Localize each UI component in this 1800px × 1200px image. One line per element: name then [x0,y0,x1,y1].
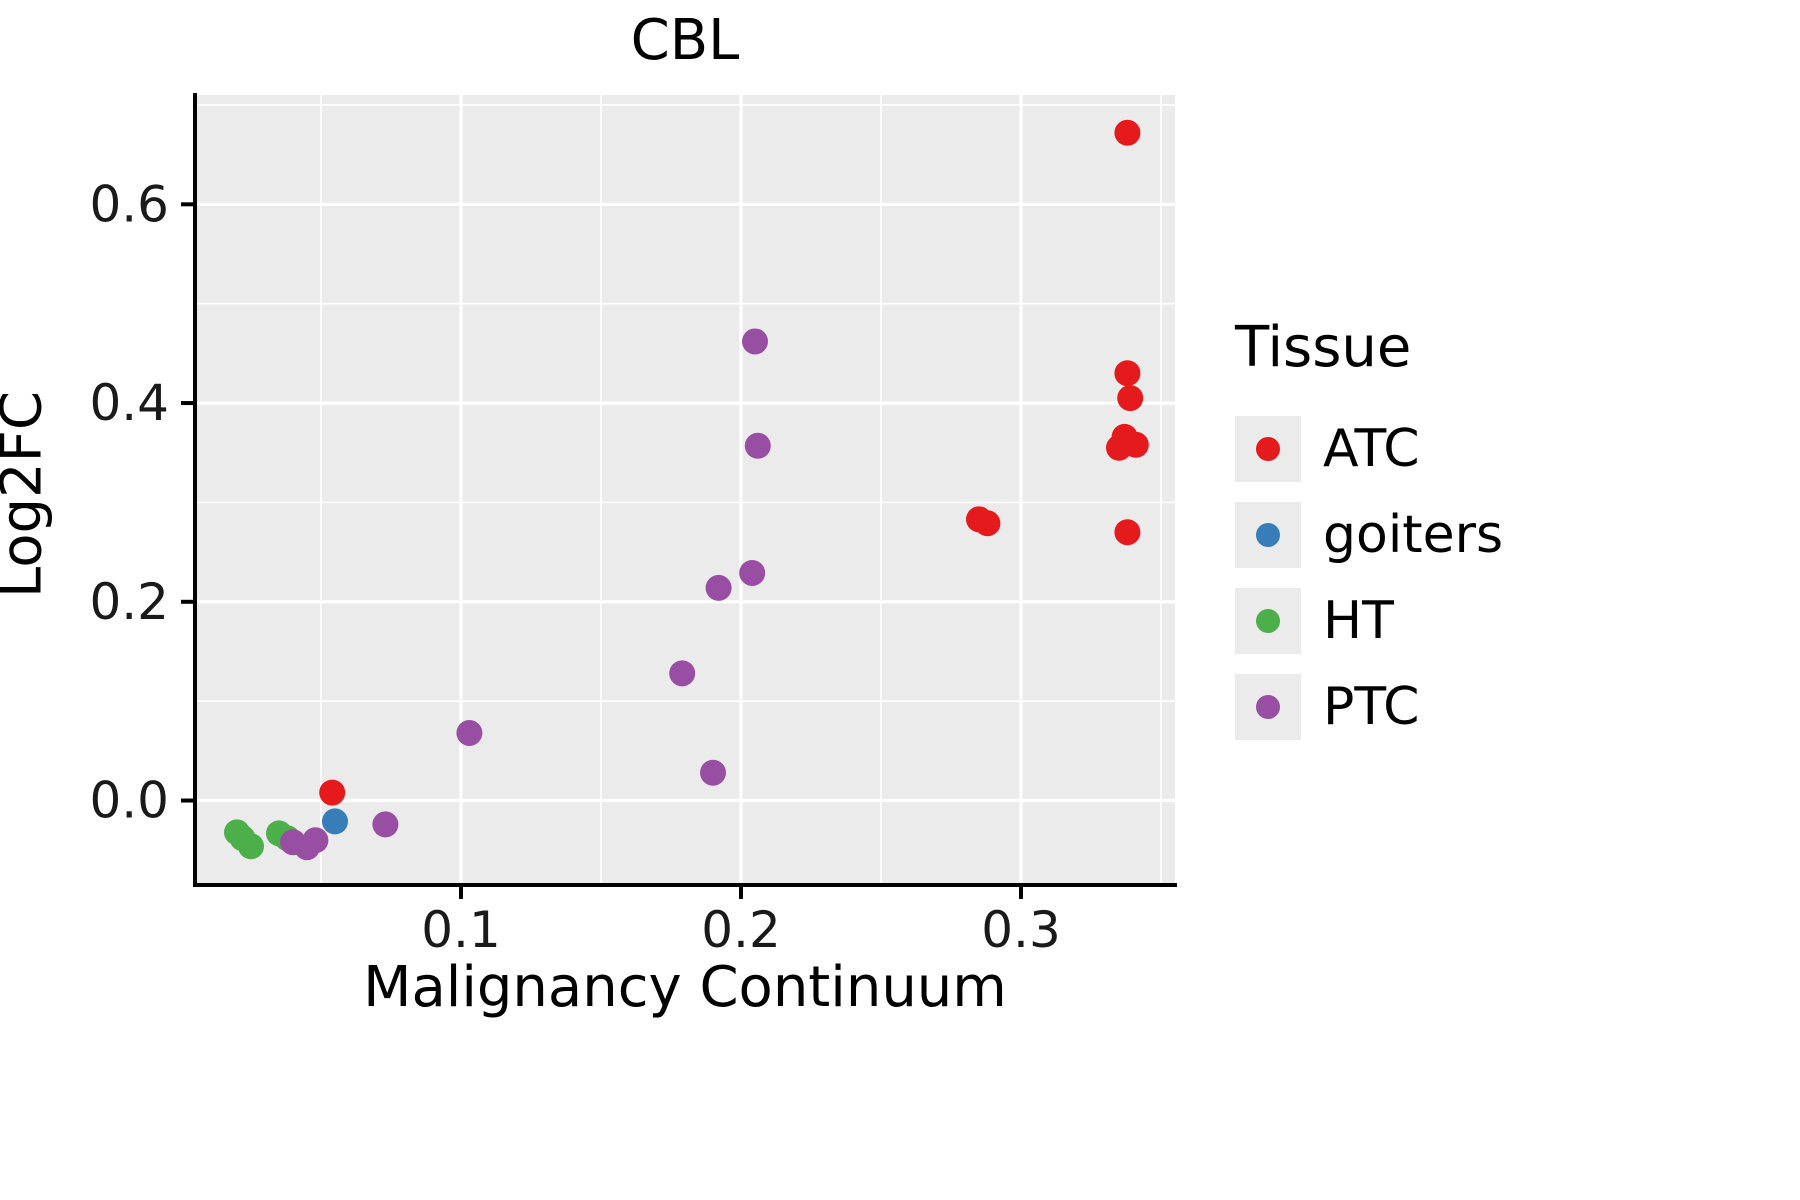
x-axis-label: Malignancy Continuum [363,955,1007,1020]
legend-label: ATC [1323,419,1420,479]
legend-key [1235,416,1301,482]
data-point-atc [319,779,346,806]
legend: Tissue ATC goiters HT PTC [1235,315,1503,750]
data-point-ptc [742,328,768,355]
legend-dot-icon [1256,523,1280,547]
legend-item-goiters: goiters [1235,492,1503,578]
data-point-atc [1114,519,1141,546]
data-point-ptc [456,719,483,746]
data-point-ptc [744,432,771,459]
data-point-atc [1114,360,1141,387]
legend-item-ptc: PTC [1235,664,1503,750]
data-point-atc [1117,385,1144,412]
y-tick-label: 0.6 [89,175,169,233]
y-tick-label: 0.2 [89,573,169,631]
legend-label: PTC [1323,677,1420,737]
data-point-ptc [372,811,399,838]
legend-dot-icon [1256,609,1280,633]
y-tick-label: 0.4 [89,374,169,432]
legend-key [1235,588,1301,654]
legend-item-atc: ATC [1235,406,1503,492]
panel-background [195,95,1175,885]
y-tick-label: 0.0 [89,772,169,830]
data-point-atc [1106,434,1132,461]
legend-title: Tissue [1235,315,1412,380]
x-tick-label: 0.3 [981,901,1061,959]
data-point-ptc [669,660,696,687]
data-point-ptc [705,574,732,601]
data-point-ht [238,833,264,860]
legend-key [1235,674,1301,740]
data-point-atc [1114,119,1141,146]
x-tick-label: 0.1 [421,901,501,959]
data-point-ptc [739,559,766,586]
x-tick-label: 0.2 [701,901,781,959]
chart-title: CBL [630,8,740,73]
data-point-ptc [700,759,726,786]
data-point-atc [974,510,1001,537]
legend-dot-icon [1256,695,1280,719]
legend-label: HT [1323,591,1394,651]
data-point-ptc [302,827,329,854]
legend-key [1235,502,1301,568]
data-point-goiters [322,808,348,835]
legend-item-ht: HT [1235,578,1503,664]
legend-dot-icon [1256,437,1280,461]
legend-label: goiters [1323,505,1504,565]
legend-items: ATC goiters HT PTC [1235,406,1503,750]
